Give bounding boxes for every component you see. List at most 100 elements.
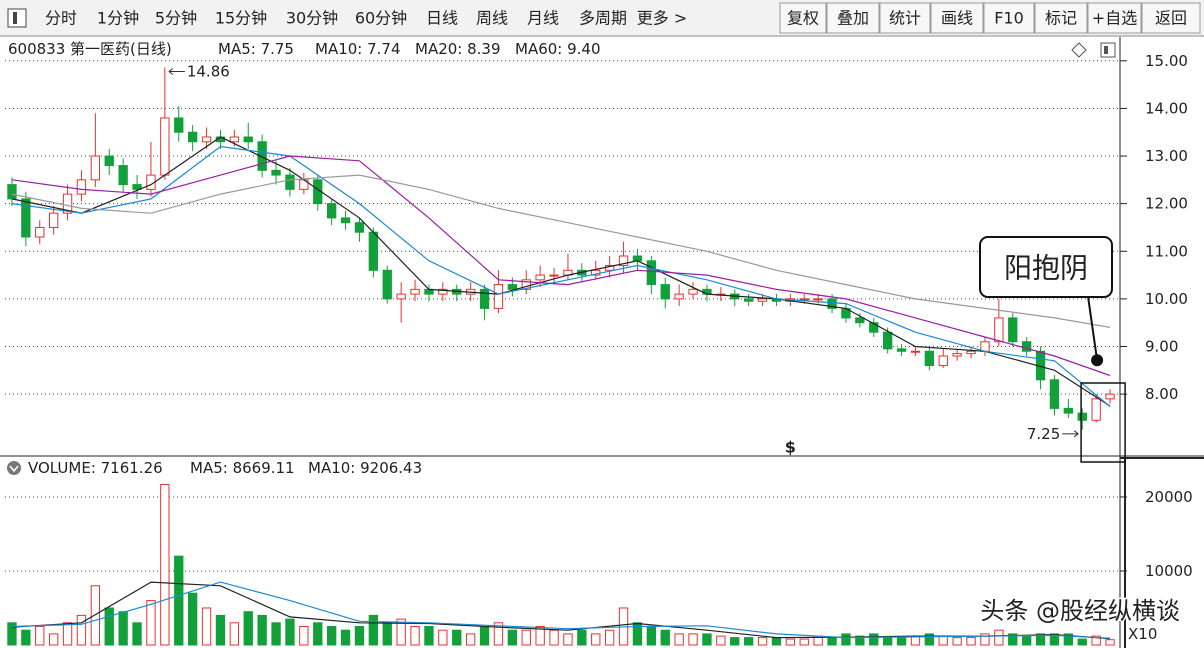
volume-bar xyxy=(841,633,851,646)
volume-bar xyxy=(1105,639,1115,646)
volume-bar xyxy=(896,637,907,646)
toolbar-tab[interactable]: 15分钟 xyxy=(215,9,267,28)
volume-bar xyxy=(48,633,59,646)
volume-bar xyxy=(465,633,476,646)
panel-icon[interactable] xyxy=(1100,42,1116,58)
candle-body xyxy=(994,317,1004,343)
toolbar-button[interactable] xyxy=(1034,2,1088,34)
volume-bar xyxy=(243,611,253,646)
toolbar-tab[interactable]: 日线 xyxy=(426,9,458,28)
toolbar-tab[interactable]: 5分钟 xyxy=(155,9,197,28)
candle-body xyxy=(1063,407,1074,414)
volume-bar xyxy=(410,625,420,646)
candle-body xyxy=(1077,412,1087,421)
toolbar-tab[interactable]: 更多 > xyxy=(637,9,688,28)
toolbar-button-label[interactable]: 标记 xyxy=(1045,9,1077,28)
volume-bar xyxy=(174,555,184,646)
volume-bar xyxy=(1049,633,1060,646)
candle-body xyxy=(743,298,754,302)
volume-menu-arrow xyxy=(9,465,19,473)
candle-body xyxy=(896,348,907,352)
toolbar-button[interactable] xyxy=(1141,2,1201,34)
annotation: 7.25 xyxy=(1027,425,1060,443)
candle-body xyxy=(132,184,142,190)
volume-bar xyxy=(21,629,31,646)
volume-bar xyxy=(716,635,726,646)
candle-body xyxy=(104,155,114,167)
volume-bar xyxy=(827,637,837,646)
volume-bar xyxy=(507,629,518,646)
candle-body xyxy=(827,298,837,309)
toolbar-button-label[interactable]: F10 xyxy=(994,9,1024,28)
toolbar-button[interactable] xyxy=(983,2,1035,34)
volume-bar xyxy=(146,600,156,646)
toolbar-button[interactable] xyxy=(930,2,984,34)
legend-entry: MA5: 7.75 xyxy=(218,40,294,58)
volume-bar xyxy=(132,622,142,646)
candle-body xyxy=(479,288,490,309)
candle-body xyxy=(1091,398,1101,421)
callout-box xyxy=(979,236,1113,298)
candle-body xyxy=(924,350,935,367)
callout-dot xyxy=(1091,354,1104,367)
toolbar-tab[interactable]: 1分钟 xyxy=(97,9,139,28)
volume-bar xyxy=(1035,633,1046,646)
toolbar-button[interactable] xyxy=(826,2,880,34)
toolbar-button[interactable] xyxy=(1087,2,1142,34)
volume-bar xyxy=(730,637,740,646)
toolbar-button-label[interactable]: 返回 xyxy=(1155,9,1187,28)
toolbar-button-label[interactable]: +自选 xyxy=(1092,9,1137,28)
candle-body xyxy=(243,136,253,143)
volume-bar xyxy=(382,622,392,646)
candle-body xyxy=(869,322,879,333)
candle-body xyxy=(674,293,684,300)
y-tick-label: 8.00 xyxy=(1145,385,1178,403)
toolbar-tab[interactable]: 30分钟 xyxy=(286,9,338,28)
volume-bar xyxy=(118,611,128,646)
annotation-arrow xyxy=(1062,430,1079,438)
volume-bar xyxy=(104,607,114,646)
candle-body xyxy=(160,117,170,176)
toolbar-tab[interactable]: 分时 xyxy=(45,9,77,28)
candle-body xyxy=(1021,341,1032,352)
toolbar-button[interactable] xyxy=(879,2,931,34)
volume-menu-icon[interactable] xyxy=(7,461,21,475)
volume-bar xyxy=(1091,635,1101,646)
toolbar-tab[interactable]: 周线 xyxy=(476,9,508,28)
diamond-icon[interactable] xyxy=(1071,42,1087,58)
candle-body xyxy=(549,274,559,277)
toolbar-tab[interactable]: 60分钟 xyxy=(355,9,407,28)
candle-body xyxy=(938,355,948,367)
toolbar-button[interactable] xyxy=(779,2,827,34)
volume-bar xyxy=(299,625,309,646)
volume-bar xyxy=(980,633,990,646)
volume-bar xyxy=(354,625,365,646)
volume-bar xyxy=(577,629,587,646)
toolbar-button-label[interactable]: 统计 xyxy=(889,9,921,28)
annotation-arrow xyxy=(168,68,185,75)
ma-line xyxy=(11,581,1111,639)
callout-text: 阳抱阴 xyxy=(1004,252,1088,285)
chart-title: 600833 第一医药(日线) xyxy=(8,40,172,58)
candle-body xyxy=(90,155,101,181)
volume-bar xyxy=(591,633,601,646)
volume-bar xyxy=(257,614,267,646)
volume-bar xyxy=(563,633,573,646)
candle-body xyxy=(1008,317,1018,343)
volume-bar xyxy=(201,607,212,646)
toolbar-button-label[interactable]: 复权 xyxy=(787,9,819,28)
volume-bar xyxy=(76,614,87,646)
toolbar-button-label[interactable]: 叠加 xyxy=(837,9,869,28)
volume-bar xyxy=(688,633,698,646)
candle-body xyxy=(1049,379,1060,409)
volume-bar xyxy=(702,633,712,646)
y-tick-label: 11.00 xyxy=(1145,242,1188,260)
candle-body xyxy=(76,179,87,195)
toolbar-tab[interactable]: 月线 xyxy=(527,9,559,28)
ma-line xyxy=(11,136,1111,407)
volume-bar xyxy=(660,629,670,646)
toolbar-tab[interactable]: 多周期 xyxy=(579,9,627,28)
toolbar-button-label[interactable]: 画线 xyxy=(941,9,973,28)
volume-bar xyxy=(632,622,643,646)
